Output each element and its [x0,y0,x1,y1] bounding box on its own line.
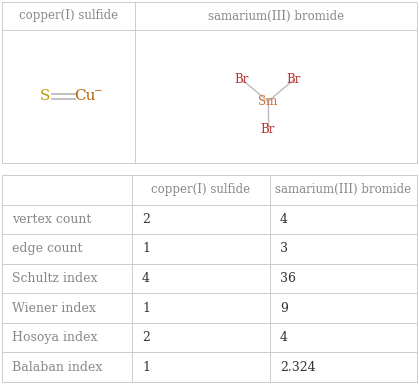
Text: samarium(III) bromide: samarium(III) bromide [275,183,411,196]
Text: 1: 1 [142,361,150,374]
Text: 4: 4 [280,331,288,344]
Bar [2,175,417,382]
Text: Br: Br [287,73,301,86]
Text: 4: 4 [142,272,150,285]
Text: copper(I) sulfide: copper(I) sulfide [19,10,118,23]
Text: samarium(III) bromide: samarium(III) bromide [208,10,344,23]
Text: 36: 36 [280,272,296,285]
Text: Cu: Cu [74,89,95,104]
Bar [2,2,417,163]
Text: 9: 9 [280,301,288,314]
Text: copper(I) sulfide: copper(I) sulfide [151,183,251,196]
Text: edge count: edge count [12,242,83,255]
Text: Br: Br [235,73,249,86]
Text: 1: 1 [142,301,150,314]
Text: −: − [94,87,103,96]
Text: 2.324: 2.324 [280,361,316,374]
Text: S: S [39,89,50,104]
Text: Sm: Sm [259,95,278,108]
Text: Balaban index: Balaban index [12,361,102,374]
Text: vertex count: vertex count [12,213,91,226]
Text: 1: 1 [142,242,150,255]
Text: Wiener index: Wiener index [12,301,96,314]
Text: Br: Br [261,123,275,136]
Text: 3: 3 [280,242,288,255]
Text: Hosoya index: Hosoya index [12,331,98,344]
Text: 4: 4 [280,213,288,226]
Text: 2: 2 [142,213,150,226]
Text: Schultz index: Schultz index [12,272,98,285]
Text: 2: 2 [142,331,150,344]
